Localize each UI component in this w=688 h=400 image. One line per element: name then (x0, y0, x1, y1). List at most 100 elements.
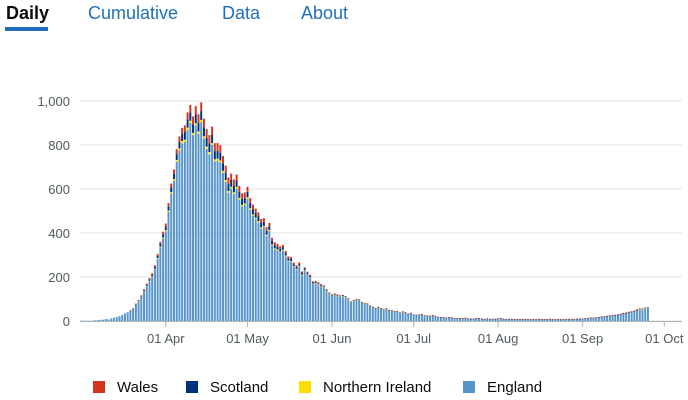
bar-england (352, 300, 355, 321)
y-tick-label: 800 (48, 138, 70, 153)
y-tick-label: 600 (48, 182, 70, 197)
bar-england (518, 319, 521, 321)
bar-scotland (306, 273, 309, 275)
bar-wales (287, 256, 290, 259)
bar-england (644, 308, 647, 321)
bar-scotland (175, 154, 178, 160)
bar-northern-ireland (140, 296, 143, 298)
chart-legend: Wales Scotland Northern Ireland England (0, 376, 688, 400)
bar-northern-ireland (213, 159, 216, 162)
bar-northern-ireland (268, 229, 271, 232)
bar-wales (608, 315, 611, 316)
bar-wales (437, 316, 440, 318)
bar-wales (431, 315, 434, 316)
bar-wales (330, 294, 333, 296)
bar-wales (243, 192, 246, 198)
bar-wales (311, 281, 314, 283)
bar-northern-ireland (344, 296, 347, 298)
bar-england (284, 256, 287, 321)
bar-wales (295, 265, 298, 268)
bar-wales (469, 318, 472, 320)
bar-northern-ireland (249, 208, 252, 210)
bar-scotland (303, 268, 306, 271)
bar-england (235, 188, 238, 321)
bar-scotland (309, 275, 312, 277)
bar-scotland (159, 244, 162, 247)
bar-scotland (137, 300, 140, 302)
bar-scotland (344, 296, 347, 297)
bar-scotland (298, 264, 301, 266)
bar-wales (208, 135, 211, 144)
bar-england (241, 206, 244, 321)
bar-scotland (181, 134, 184, 142)
bar-england (121, 314, 124, 321)
bar-england (374, 308, 377, 321)
tab-about[interactable]: About (301, 3, 349, 23)
bar-wales (385, 308, 388, 309)
bar-england (508, 319, 511, 321)
bar-wales (360, 301, 363, 303)
bar-england (600, 317, 603, 321)
bar-wales (366, 303, 369, 304)
bar-wales (404, 312, 407, 313)
bar-england (401, 311, 404, 321)
bar-wales (488, 318, 491, 320)
bar-wales (192, 116, 195, 125)
tab-daily[interactable]: Daily (6, 3, 50, 23)
bar-scotland (336, 295, 339, 296)
bar-wales (216, 143, 219, 151)
bar-england (499, 318, 502, 321)
bar-england (548, 319, 551, 321)
bar-scotland (249, 202, 252, 209)
bar-northern-ireland (175, 159, 178, 162)
tab-cumulative[interactable]: Cumulative (88, 3, 179, 23)
bar-scotland (178, 141, 181, 149)
bar-england (151, 277, 154, 321)
bar-wales (592, 317, 595, 318)
bar-northern-ireland (164, 230, 167, 232)
bar-scotland (211, 134, 214, 144)
bar-england (617, 314, 619, 321)
bar-england (317, 284, 320, 321)
bar-wales (567, 318, 570, 320)
bar-wales (450, 317, 453, 318)
bar-england (358, 300, 361, 321)
bar-england (123, 313, 126, 321)
bar-scotland (287, 258, 290, 261)
bar-northern-ireland (295, 268, 298, 270)
bar-england (608, 316, 611, 321)
bar-england (429, 316, 432, 321)
bar-england (341, 296, 344, 321)
bar-england (186, 129, 189, 321)
bar-wales (197, 114, 200, 123)
bar-scotland (202, 127, 205, 137)
bar-northern-ireland (322, 287, 325, 288)
bar-england (404, 312, 407, 321)
bar-northern-ireland (254, 217, 257, 220)
bar-england (546, 319, 549, 321)
bar-northern-ireland (352, 300, 355, 302)
bar-wales (205, 129, 208, 138)
bar-england (238, 199, 241, 321)
bar-scotland (143, 290, 145, 292)
bar-wales (475, 318, 478, 319)
bar-northern-ireland (292, 266, 295, 267)
bar-england (363, 303, 366, 321)
bar-northern-ireland (170, 192, 173, 194)
bar-wales (633, 310, 636, 312)
bar-wales (543, 319, 546, 320)
bar-england (167, 211, 170, 321)
bar-wales (336, 294, 339, 296)
bar-england (129, 310, 132, 321)
bar-scotland (268, 226, 271, 230)
bar-wales (415, 314, 418, 316)
bar-wales (317, 282, 320, 284)
bar-wales (412, 314, 415, 315)
bar-northern-ireland (178, 148, 181, 151)
tab-data[interactable]: Data (222, 3, 261, 23)
bar-england (589, 317, 592, 321)
bar-scotland (333, 293, 336, 295)
bar-england (311, 284, 314, 321)
bar-england (543, 319, 546, 321)
